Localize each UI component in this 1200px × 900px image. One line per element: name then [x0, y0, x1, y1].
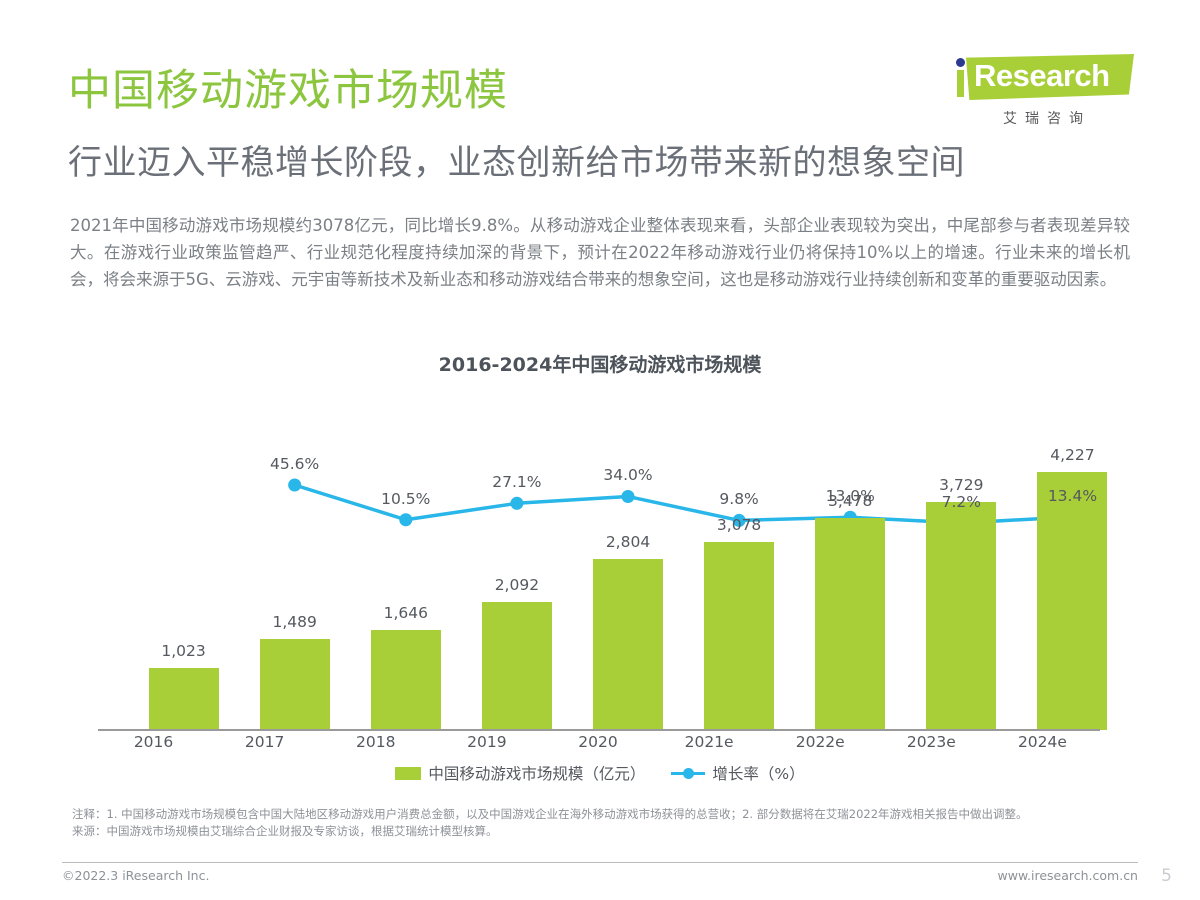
- body-paragraph: 2021年中国移动游戏市场规模约3078亿元，同比增长9.8%。从移动游戏企业整…: [70, 216, 1130, 289]
- chart-bar-value-label: 2,804: [605, 532, 651, 551]
- chart-x-label: 2017: [244, 733, 285, 751]
- footer-copyright: ©2022.3 iResearch Inc.: [62, 868, 210, 883]
- legend-item-growth-rate[interactable]: 增长率（%）: [671, 762, 805, 784]
- chart-growth-value-label: 45.6%: [270, 455, 320, 473]
- chart-x-label: 2020: [578, 733, 618, 751]
- chart-growth-value-label: 13.0%: [825, 487, 875, 506]
- chart-x-label: 2024e: [1017, 733, 1067, 751]
- legend-label-growth-rate: 增长率（%）: [712, 765, 805, 783]
- chart-bar-value-label: 2,092: [494, 576, 540, 595]
- logo-parallelogram-icon: [966, 54, 1134, 100]
- chart-bar: [1037, 472, 1108, 730]
- page-subtitle: 行业迈入平稳增长阶段，业态创新给市场带来新的想象空间: [68, 143, 965, 183]
- chart-bar-value-label: 1,646: [383, 603, 428, 622]
- chart-bar: [259, 639, 330, 730]
- chart-notes: 注释：1. 中国移动游戏市场规模包含中国大陆地区移动游戏用户消费总金额，以及中国…: [72, 806, 1128, 840]
- chart-x-label: 2023e: [906, 733, 956, 751]
- iresearch-logo: Research 艾瑞咨询: [948, 52, 1138, 128]
- logo-i-dot-icon: [956, 58, 965, 67]
- chart-legend: 中国移动游戏市场规模（亿元） 增长率（%）: [0, 762, 1200, 784]
- note-line: 注释：1. 中国移动游戏市场规模包含中国大陆地区移动游戏用户消费总金额，以及中国…: [72, 807, 1028, 821]
- chart-bar-value-label: 3,478: [828, 491, 873, 510]
- logo-mark: Research: [948, 52, 1138, 102]
- growth-line-point: [621, 489, 635, 503]
- chart-bar-value-label: 3,729: [939, 476, 984, 495]
- chart-growth-value-label: 13.4%: [1047, 486, 1098, 505]
- chart-bar: [481, 602, 552, 730]
- page-footer: ©2022.3 iResearch Inc. www.iresearch.com…: [62, 868, 1138, 883]
- legend-bar-swatch-icon: [395, 766, 422, 780]
- chart-bar-value-label: 1,489: [272, 613, 317, 632]
- chart-bar-value-label: 4,227: [1050, 446, 1095, 464]
- chart-x-axis: [98, 729, 1100, 731]
- chart-bar: [815, 517, 886, 730]
- chart-growth-value-label: 9.8%: [719, 490, 759, 509]
- chart-growth-value-label: 10.5%: [381, 489, 431, 508]
- growth-line-point: [510, 496, 524, 510]
- chart-title: 2016-2024年中国移动游戏市场规模: [438, 354, 762, 376]
- chart-x-label: 2022e: [795, 733, 845, 751]
- chart-x-label: 2021e: [684, 733, 734, 751]
- chart-bar-value-label: 1,023: [161, 641, 206, 660]
- chart-x-label: 2019: [467, 733, 507, 751]
- legend-item-market-size[interactable]: 中国移动游戏市场规模（亿元）: [395, 762, 645, 784]
- logo-subtitle-cn: 艾瑞咨询: [1003, 111, 1091, 127]
- chart-bar: [704, 542, 775, 730]
- source-line: 来源：中国游戏市场规模由艾瑞综合企业财报及专家访谈，根据艾瑞统计模型核算。: [72, 824, 498, 838]
- footer-website[interactable]: www.iresearch.com.cn: [997, 868, 1139, 883]
- chart-growth-value-label: 34.0%: [603, 466, 653, 485]
- chart-x-label: 2018: [356, 733, 396, 751]
- legend-line-swatch-icon: [671, 767, 706, 779]
- chart-bar: [370, 629, 441, 730]
- chart-area: 1,023 1,489 1,646 2,092 2,804 3,078 3,478 3,729…: [70, 400, 1130, 760]
- chart-x-axis-labels: 2016 2017 2018 2019 2020 2021e 2022e 2023e 2024e: [30, 733, 1067, 757]
- page-number: 5: [1161, 866, 1172, 886]
- chart-bar-value-label: 3,078: [716, 516, 762, 535]
- page-title: 中国移动游戏市场规模: [68, 66, 508, 116]
- legend-label-market-size: 中国移动游戏市场规模（亿元）: [428, 765, 646, 783]
- chart-bar: [926, 502, 997, 730]
- chart-growth-value-label: 27.1%: [492, 473, 542, 492]
- chart-growth-value-label: 7.2%: [941, 493, 982, 511]
- chart-plot: 1,023 1,489 1,646 2,092 2,804 3,078 3,478 3,729…: [100, 400, 1108, 730]
- footer-divider: [62, 862, 1138, 863]
- growth-line-point: [288, 478, 302, 492]
- logo-i-stem-icon: [957, 70, 964, 97]
- chart-x-label: 2016: [133, 733, 174, 751]
- growth-line-point: [399, 513, 413, 527]
- chart-bar: [148, 667, 219, 730]
- logo-wordmark: Research: [974, 58, 1110, 93]
- growth-line-point: [732, 513, 746, 527]
- chart-bar: [593, 558, 663, 730]
